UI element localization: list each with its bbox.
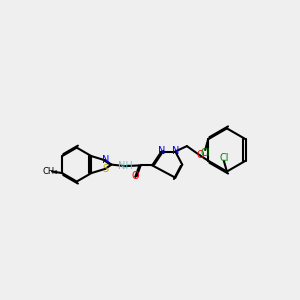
Text: Cl: Cl	[200, 148, 210, 158]
Text: S: S	[102, 164, 108, 174]
Text: Cl: Cl	[219, 153, 229, 163]
Text: N: N	[158, 146, 165, 157]
Text: O: O	[196, 150, 204, 160]
Text: NH: NH	[118, 161, 133, 171]
Text: N: N	[102, 155, 109, 165]
Text: N: N	[172, 146, 179, 157]
Text: CH₃: CH₃	[43, 167, 58, 176]
Text: O: O	[131, 171, 139, 181]
